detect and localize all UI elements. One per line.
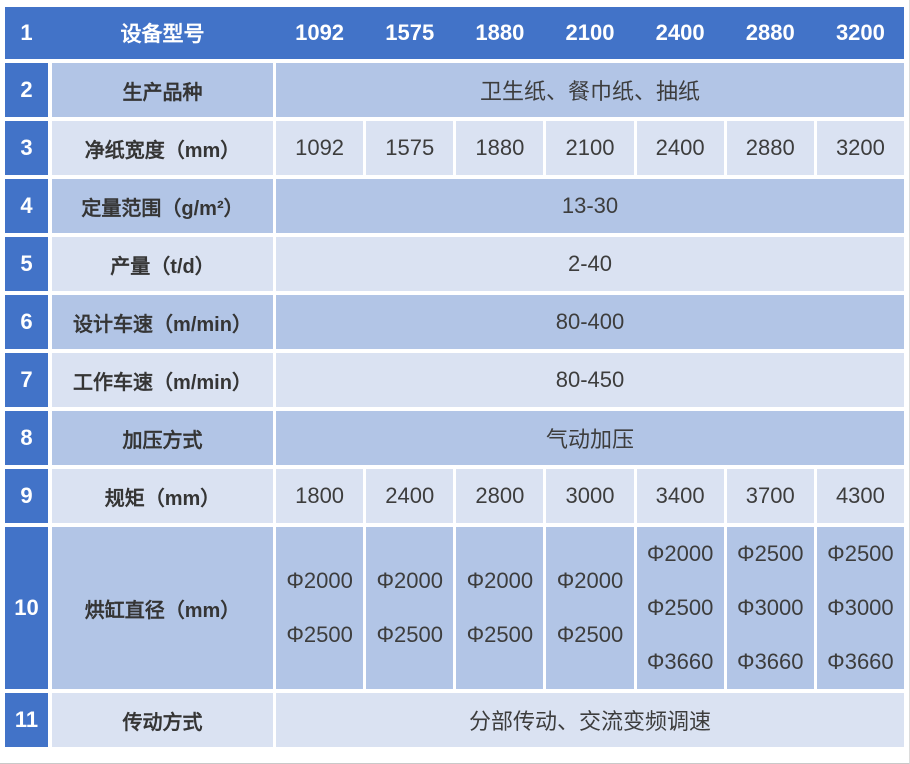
row-data: Φ2000 Φ2500 Φ2000 Φ2500 Φ2000 Φ2500 Φ2000 Φ2500… [276, 527, 904, 689]
model-header-cell-1880: 1880 [475, 20, 525, 45]
data-cell-line: Φ3000 [737, 595, 804, 620]
table-row-9: 9 规矩（mm） 1800 2400 2800 3000 3400 3700 4300 [5, 469, 904, 523]
data-cell-multiline: Φ2000 Φ2500 Φ3660 [636, 527, 724, 689]
merged-value-cell: 2-40 [276, 237, 904, 291]
merged-value-cell: 卫生纸、餐巾纸、抽纸 [276, 63, 904, 117]
row-data: 2-40 [276, 237, 904, 291]
row-label: 设计车速（m/min） [52, 295, 273, 349]
table-row-7: 7 工作车速（m/min） 80-450 [5, 353, 904, 407]
data-cell: 1575 [366, 121, 454, 175]
table-row-11: 11 传动方式 分部传动、交流变频调速 [5, 693, 904, 747]
data-cell: 3000 [546, 469, 634, 523]
data-cell-multiline: Φ2500 Φ3000 Φ3660 [816, 527, 904, 689]
table-row-10: 10 烘缸直径（mm） Φ2000 Φ2500 Φ2000 Φ2500 Φ2000 Φ2500… [5, 527, 904, 689]
data-cell-line: Φ2500 [556, 622, 624, 647]
row-label: 烘缸直径（mm） [52, 527, 273, 689]
merged-value-cell: 分部传动、交流变频调速 [276, 693, 904, 747]
model-header-cell-2880: 2880 [745, 20, 795, 45]
row-number: 9 [5, 469, 48, 523]
model-header-cell-2400: 2400 [655, 20, 705, 45]
table-row-4: 4 定量范围（g/m²） 13-30 [5, 179, 904, 233]
row-data: 80-400 [276, 295, 904, 349]
data-cell-multiline: Φ2500 Φ3000 Φ3660 [726, 527, 814, 689]
row-label: 加压方式 [52, 411, 273, 465]
row-label: 工作车速（m/min） [52, 353, 273, 407]
row-number: 11 [5, 693, 48, 747]
row-number: 1 [20, 20, 33, 45]
merged-value-cell: 13-30 [276, 179, 904, 233]
data-cell: 3200 [816, 121, 904, 175]
row-data: 1800 2400 2800 3000 3400 3700 4300 [276, 469, 904, 523]
merged-value-cell: 80-450 [276, 353, 904, 407]
data-cell-line: Φ2500 [286, 622, 353, 647]
data-cell-line: Φ2500 [827, 541, 894, 566]
data-cell-line: Φ3660 [737, 649, 804, 674]
header-model-columns: 1092 1575 1880 2100 2400 2880 3200 [276, 7, 904, 59]
data-cell: 3700 [726, 469, 814, 523]
table-row-6: 6 设计车速（m/min） 80-400 [5, 295, 904, 349]
table-row-5: 5 产量（t/d） 2-40 [5, 237, 904, 291]
row-number: 7 [5, 353, 48, 407]
row-number: 4 [5, 179, 48, 233]
model-header-cell-2100: 2100 [565, 20, 615, 45]
data-cell-line: Φ2000 [646, 541, 714, 566]
row-data: 13-30 [276, 179, 904, 233]
row-number: 8 [5, 411, 48, 465]
data-cell-line: Φ2000 [286, 568, 353, 593]
data-cell-line: Φ2000 [466, 568, 534, 593]
merged-value-cell: 80-400 [276, 295, 904, 349]
row-data: 分部传动、交流变频调速 [276, 693, 904, 747]
row-label: 传动方式 [52, 693, 273, 747]
table-row-8: 8 加压方式 气动加压 [5, 411, 904, 465]
model-header-cell-3200: 3200 [835, 20, 885, 45]
row-number: 5 [5, 237, 48, 291]
row-label: 产量（t/d） [52, 237, 273, 291]
data-cell-multiline: Φ2000 Φ2500 [276, 527, 364, 689]
table-body: 2 生产品种 卫生纸、餐巾纸、抽纸 3 净纸宽度（mm） 1092 1575 1880 2100… [5, 63, 909, 747]
header-label: 设备型号 [120, 23, 205, 46]
data-cell-line: Φ2500 [466, 622, 534, 647]
data-cell: 2100 [546, 121, 634, 175]
data-cell: 2400 [636, 121, 724, 175]
model-header-cell-1575: 1575 [385, 20, 435, 45]
data-cell: 4300 [816, 469, 904, 523]
data-cell-multiline: Φ2000 Φ2500 [366, 527, 454, 689]
data-cell-line: Φ2500 [737, 541, 804, 566]
data-cell: 2400 [366, 469, 454, 523]
data-cell: 1092 [276, 121, 364, 175]
row-number: 3 [5, 121, 48, 175]
row-data: 卫生纸、餐巾纸、抽纸 [276, 63, 904, 117]
row-label: 定量范围（g/m²） [52, 179, 273, 233]
data-cell: 2800 [456, 469, 544, 523]
table-row-3: 3 净纸宽度（mm） 1092 1575 1880 2100 2400 2880 3200 [5, 121, 904, 175]
row-number: 2 [5, 63, 48, 117]
row-data: 80-450 [276, 353, 904, 407]
table-header-row: 1 设备型号 1092 1575 1880 2100 2400 2880 3200 [5, 7, 904, 59]
data-cell-line: Φ2500 [646, 595, 714, 620]
row-number: 6 [5, 295, 48, 349]
data-cell-multiline: Φ2000 Φ2500 [456, 527, 544, 689]
data-cell: 2880 [726, 121, 814, 175]
row-number: 10 [5, 527, 48, 689]
data-cell-line: Φ3000 [827, 595, 894, 620]
data-cell-multiline: Φ2000 Φ2500 [546, 527, 634, 689]
table-row-2: 2 生产品种 卫生纸、餐巾纸、抽纸 [5, 63, 904, 117]
row-label: 生产品种 [52, 63, 273, 117]
data-cell: 1880 [456, 121, 544, 175]
data-cell: 1800 [276, 469, 364, 523]
row-label: 规矩（mm） [52, 469, 273, 523]
data-cell-line: Φ3660 [646, 649, 714, 674]
model-header-cell-1092: 1092 [295, 20, 345, 45]
data-cell-line: Φ3660 [827, 649, 894, 674]
row-data: 气动加压 [276, 411, 904, 465]
data-cell-line: Φ2000 [556, 568, 624, 593]
data-cell: 3400 [636, 469, 724, 523]
row-data: 1092 1575 1880 2100 2400 2880 3200 [276, 121, 904, 175]
row-label: 净纸宽度（mm） [52, 121, 273, 175]
data-cell-line: Φ2500 [376, 622, 443, 647]
data-cell-line: Φ2000 [376, 568, 443, 593]
merged-value-cell: 气动加压 [276, 411, 904, 465]
